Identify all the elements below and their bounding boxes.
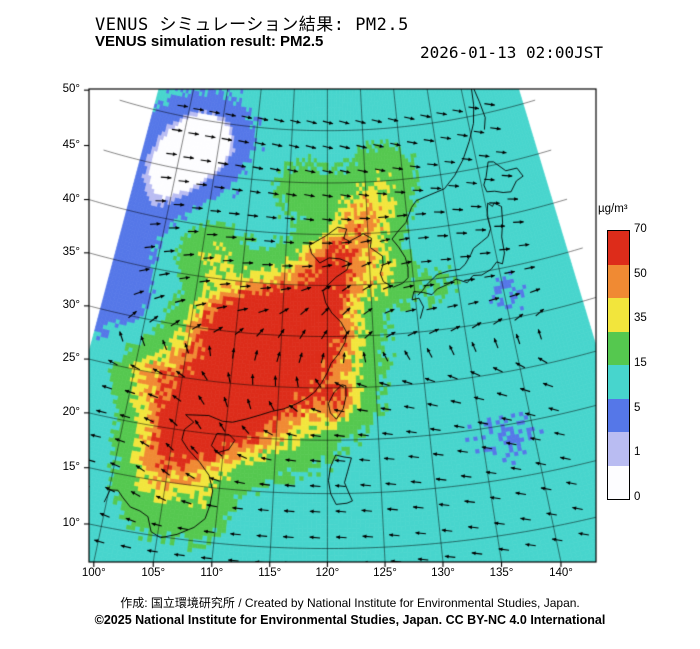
lon-axis-label: 110°: [200, 567, 224, 579]
lat-axis-label: 40°: [62, 192, 80, 205]
lat-axis-label: 25°: [62, 352, 80, 365]
lat-axis-label: 20°: [62, 405, 80, 418]
lon-axis-label: 125°: [373, 567, 397, 579]
title-japanese: VENUS シミュレーション結果: PM2.5: [95, 15, 409, 35]
colorbar-segment: [608, 298, 629, 332]
colorbar-tick-label: 70: [634, 223, 647, 235]
credit-line: 作成: 国立環境研究所 / Created by National Instit…: [120, 596, 580, 610]
colorbar-segment: [608, 398, 629, 432]
lon-axis-label: 135°: [489, 567, 514, 579]
lon-axis-label: 120°: [315, 567, 340, 579]
colorbar-segment: [608, 264, 629, 298]
colorbar-tick-label: 15: [634, 357, 647, 369]
lon-axis-label: 105°: [141, 567, 166, 579]
lat-axis-label: 10°: [62, 516, 80, 529]
colorbar-segment: [608, 432, 629, 466]
colorbar-tick-label: 35: [634, 312, 647, 325]
lat-axis-label: 15°: [62, 460, 80, 473]
license-line: ©2025 National Institute for Environment…: [94, 613, 606, 627]
colorbar-segment: [608, 331, 629, 365]
colorbar-tick-label: 0: [634, 491, 641, 503]
colorbar: [607, 230, 630, 500]
colorbar-segment: [608, 231, 629, 265]
timestamp: 2026-01-13 02:00JST: [420, 43, 604, 62]
lat-axis-label: 50°: [62, 83, 80, 96]
lon-axis-label: 130°: [431, 567, 455, 579]
title-english: VENUS simulation result: PM2.5: [95, 33, 324, 50]
colorbar-segment: [608, 365, 629, 399]
lat-axis-label: 45°: [62, 138, 80, 151]
colorbar-tick-label: 1: [634, 446, 641, 459]
lat-axis-label: 35°: [62, 245, 80, 258]
colorbar-tick-label: 5: [634, 401, 641, 414]
colorbar-segment: [608, 465, 629, 499]
lat-axis-label: 30°: [62, 298, 80, 311]
legend-unit-label: µg/m³: [598, 203, 628, 215]
pm25-concentration-map: [69, 81, 629, 593]
lon-axis-label: 140°: [549, 567, 573, 579]
colorbar-tick-label: 50: [634, 267, 647, 280]
lon-axis-label: 115°: [258, 567, 282, 579]
lon-axis-label: 100°: [81, 567, 106, 579]
